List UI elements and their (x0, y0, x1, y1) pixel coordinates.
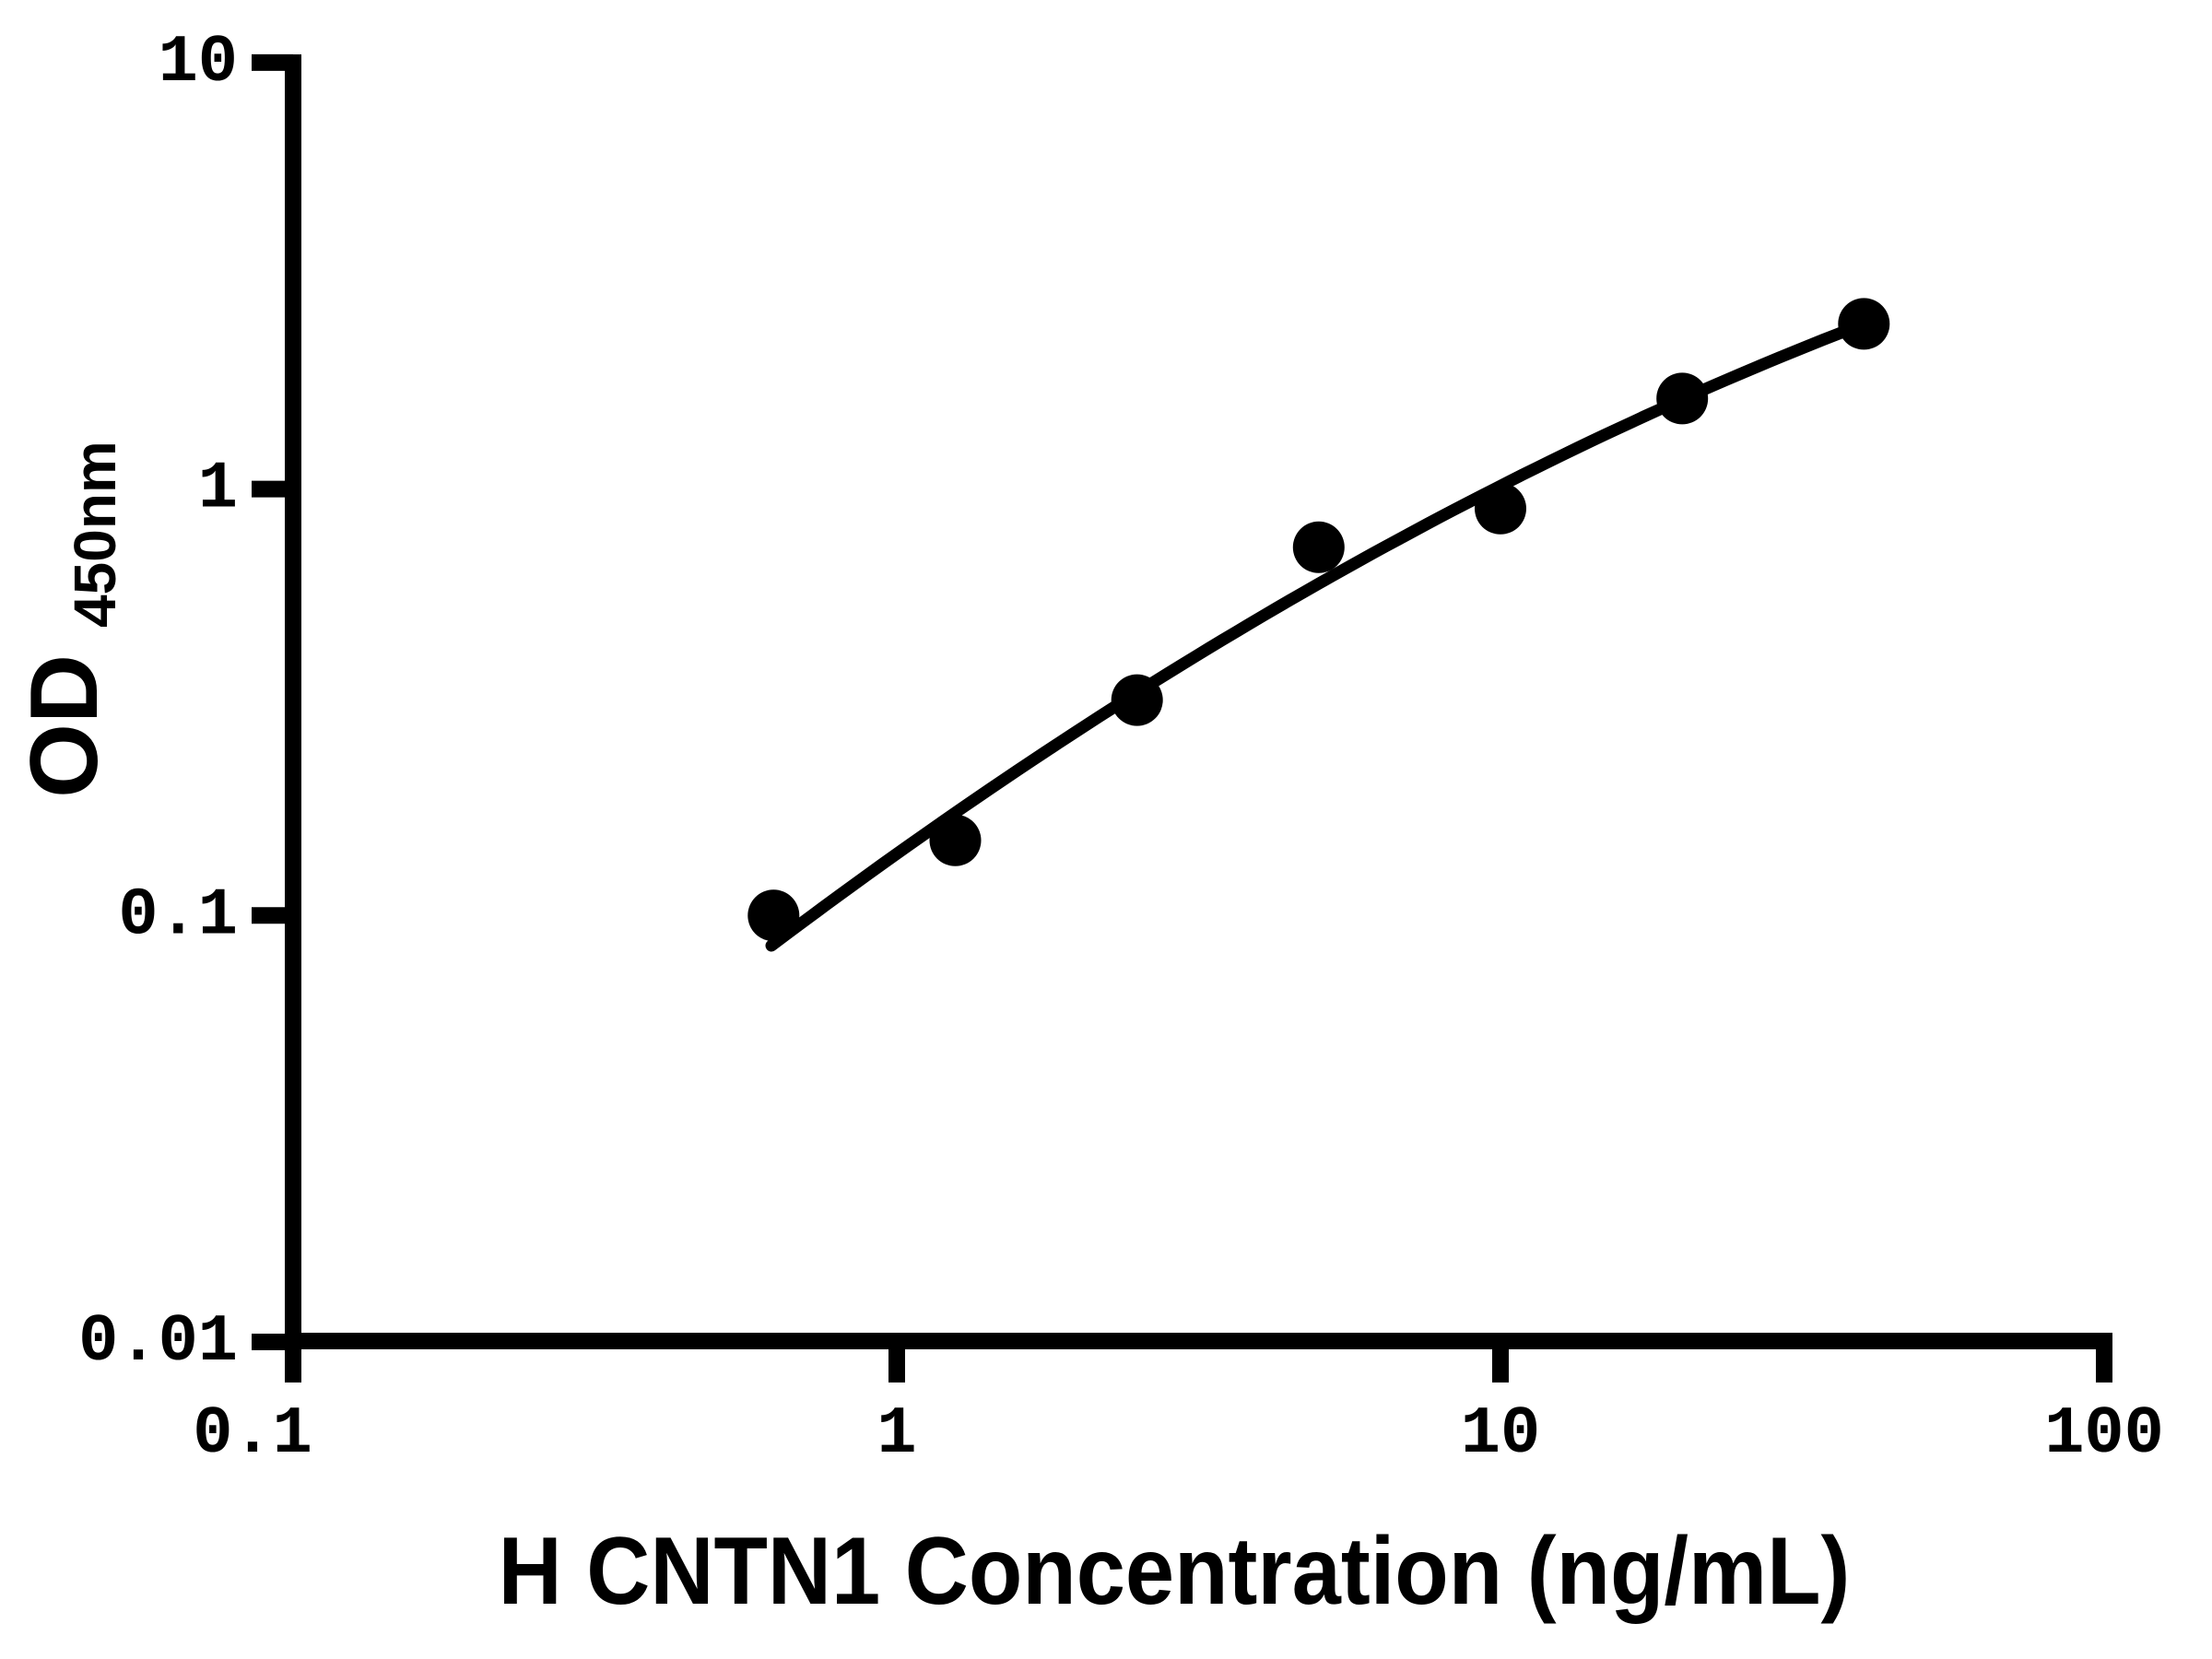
data-point-marker (1111, 674, 1163, 726)
y-tick-label: 10 (159, 25, 238, 100)
data-point-marker (747, 889, 800, 942)
data-point-marker (1292, 521, 1345, 573)
x-axis-title: H CNTN1 Concentration (ng/mL) (499, 1518, 1851, 1625)
x-tick-label: 100 (2044, 1396, 2164, 1472)
data-point-marker (1656, 372, 1709, 425)
axes (285, 54, 2112, 1349)
axis-ticks (252, 53, 2112, 1382)
data-point-marker (929, 814, 982, 866)
x-tick-label: 1 (877, 1396, 916, 1472)
y-tick-label: 0.01 (78, 1304, 238, 1380)
y-axis-title: OD 450nm (11, 441, 128, 798)
y-axis-title-sub: 450nm (62, 441, 128, 628)
y-axis-title-main: OD (11, 654, 118, 798)
x-tick-label: 0.1 (193, 1396, 312, 1472)
x-tick-label: 10 (1461, 1396, 1540, 1472)
y-tick-label: 1 (198, 452, 238, 527)
axis-tick-labels: 0.01 0.1 1 10 0.1 1 10 100 (78, 25, 2164, 1472)
data-points (747, 298, 1890, 942)
data-point-marker (1475, 482, 1526, 535)
data-point-marker (1838, 298, 1890, 350)
y-tick-label: 0.1 (118, 877, 238, 953)
